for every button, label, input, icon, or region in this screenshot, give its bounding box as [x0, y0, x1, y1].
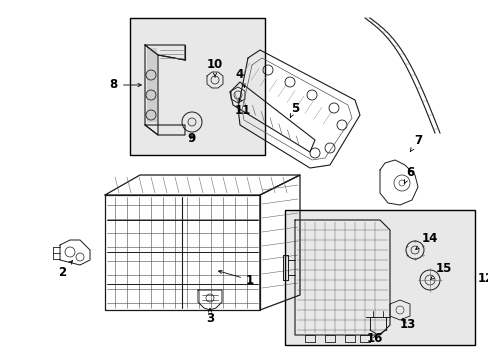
Text: 3: 3	[205, 309, 214, 324]
Text: 4: 4	[235, 68, 244, 87]
Text: 1: 1	[218, 270, 254, 287]
Text: 16: 16	[366, 332, 383, 345]
Text: 8: 8	[109, 78, 141, 91]
Text: 13: 13	[399, 319, 415, 332]
Text: 9: 9	[187, 131, 196, 144]
Text: 6: 6	[403, 166, 413, 184]
Text: 12: 12	[474, 271, 488, 284]
Text: 7: 7	[409, 134, 421, 152]
Text: 5: 5	[290, 102, 299, 117]
Text: 14: 14	[415, 231, 437, 249]
Text: 10: 10	[206, 58, 223, 77]
Bar	[130, 18, 264, 155]
Text: 15: 15	[430, 261, 451, 279]
Bar	[285, 210, 474, 345]
Text: 11: 11	[234, 98, 251, 117]
Text: 2: 2	[58, 261, 72, 279]
